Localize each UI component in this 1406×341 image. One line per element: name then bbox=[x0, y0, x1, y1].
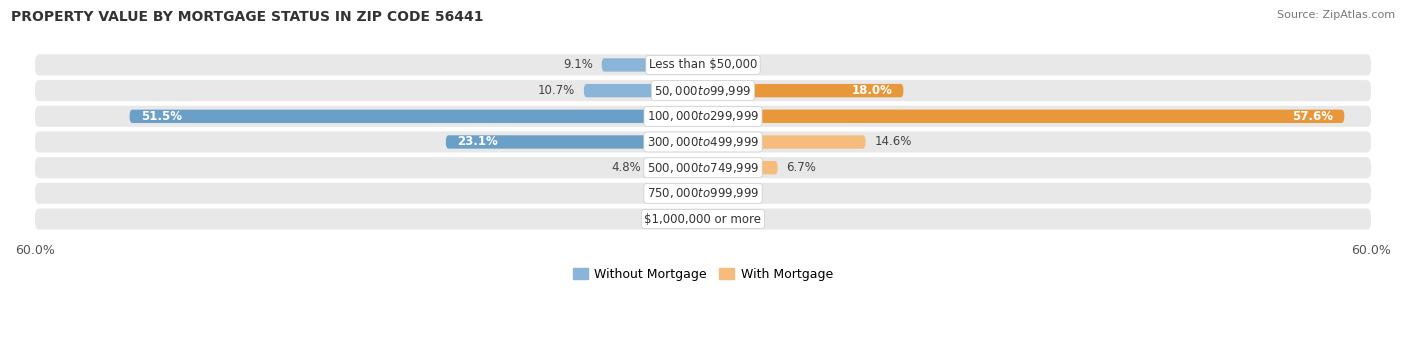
Text: 51.5%: 51.5% bbox=[141, 110, 181, 123]
Text: 18.0%: 18.0% bbox=[852, 84, 893, 97]
Text: $50,000 to $99,999: $50,000 to $99,999 bbox=[654, 84, 752, 98]
Text: 1.0%: 1.0% bbox=[723, 212, 752, 225]
FancyBboxPatch shape bbox=[703, 161, 778, 174]
FancyBboxPatch shape bbox=[35, 157, 1371, 178]
FancyBboxPatch shape bbox=[703, 187, 721, 200]
Text: 10.7%: 10.7% bbox=[537, 84, 575, 97]
Text: 57.6%: 57.6% bbox=[1292, 110, 1333, 123]
FancyBboxPatch shape bbox=[35, 55, 1371, 75]
Text: 9.1%: 9.1% bbox=[562, 58, 593, 72]
FancyBboxPatch shape bbox=[446, 135, 703, 149]
FancyBboxPatch shape bbox=[602, 58, 703, 72]
Text: 14.6%: 14.6% bbox=[875, 135, 912, 148]
Text: 23.1%: 23.1% bbox=[457, 135, 498, 148]
FancyBboxPatch shape bbox=[650, 161, 703, 174]
FancyBboxPatch shape bbox=[583, 84, 703, 97]
Text: Less than $50,000: Less than $50,000 bbox=[648, 58, 758, 72]
FancyBboxPatch shape bbox=[703, 84, 904, 97]
FancyBboxPatch shape bbox=[703, 212, 714, 226]
FancyBboxPatch shape bbox=[703, 109, 1344, 123]
FancyBboxPatch shape bbox=[129, 109, 703, 123]
Text: $1,000,000 or more: $1,000,000 or more bbox=[644, 212, 762, 225]
Text: $300,000 to $499,999: $300,000 to $499,999 bbox=[647, 135, 759, 149]
Text: 6.7%: 6.7% bbox=[786, 161, 817, 174]
FancyBboxPatch shape bbox=[703, 135, 866, 149]
FancyBboxPatch shape bbox=[35, 131, 1371, 152]
FancyBboxPatch shape bbox=[703, 58, 709, 72]
Text: Source: ZipAtlas.com: Source: ZipAtlas.com bbox=[1277, 10, 1395, 20]
Text: 0.83%: 0.83% bbox=[648, 187, 685, 200]
Text: PROPERTY VALUE BY MORTGAGE STATUS IN ZIP CODE 56441: PROPERTY VALUE BY MORTGAGE STATUS IN ZIP… bbox=[11, 10, 484, 24]
Text: 4.8%: 4.8% bbox=[610, 161, 641, 174]
FancyBboxPatch shape bbox=[35, 106, 1371, 127]
Text: $500,000 to $749,999: $500,000 to $749,999 bbox=[647, 161, 759, 175]
FancyBboxPatch shape bbox=[35, 208, 1371, 229]
Text: 0.5%: 0.5% bbox=[717, 58, 747, 72]
FancyBboxPatch shape bbox=[693, 187, 703, 200]
FancyBboxPatch shape bbox=[35, 183, 1371, 204]
Text: $100,000 to $299,999: $100,000 to $299,999 bbox=[647, 109, 759, 123]
Text: 1.7%: 1.7% bbox=[731, 187, 761, 200]
Text: $750,000 to $999,999: $750,000 to $999,999 bbox=[647, 186, 759, 200]
Text: 0.0%: 0.0% bbox=[662, 212, 692, 225]
Legend: Without Mortgage, With Mortgage: Without Mortgage, With Mortgage bbox=[568, 263, 838, 286]
FancyBboxPatch shape bbox=[35, 80, 1371, 101]
